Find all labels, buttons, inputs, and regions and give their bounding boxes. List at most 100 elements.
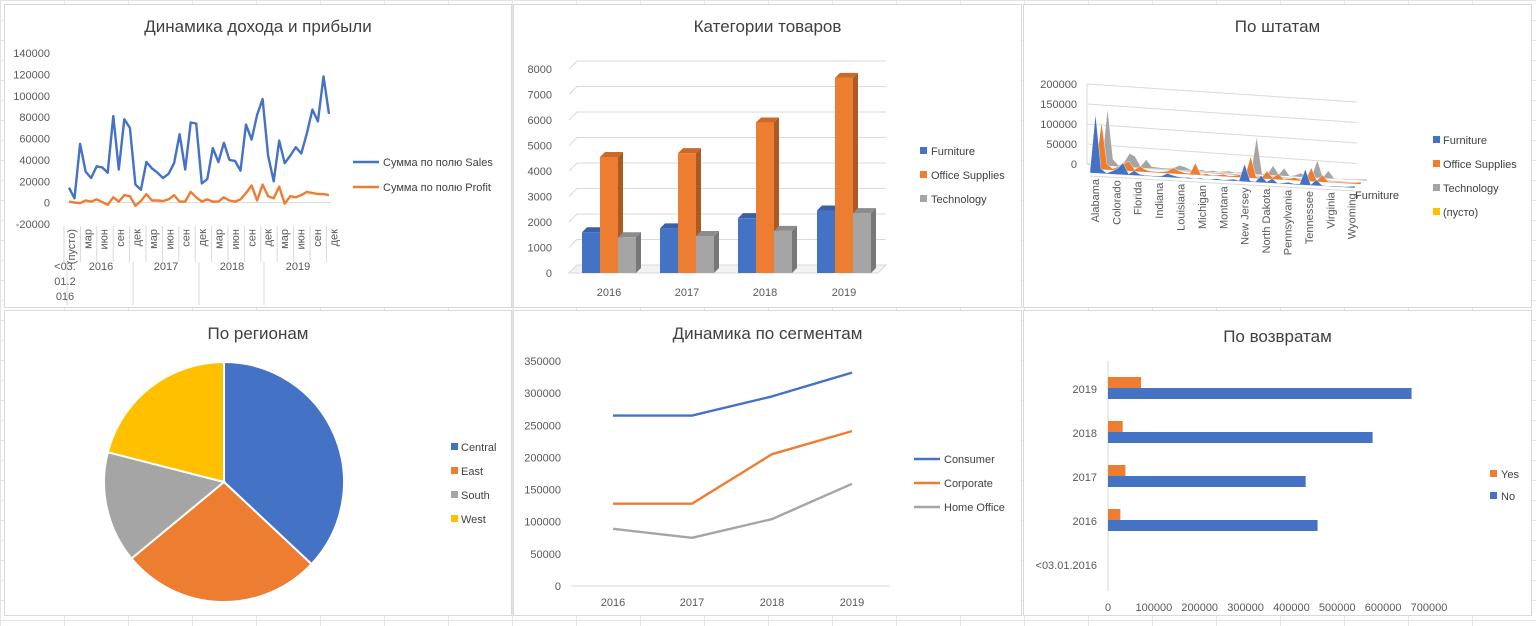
bar [1108, 432, 1373, 443]
gridline [1086, 103, 1358, 123]
y-tick-label: 200000 [524, 452, 561, 464]
y-tick-label: 6000 [528, 115, 552, 127]
bar-top [817, 205, 840, 211]
x-month-label: дек [263, 229, 275, 247]
legend-swatch [1490, 470, 1497, 477]
returns-chart[interactable]: По возвратам 0 100000 200000 300000 400000 50… [1023, 310, 1532, 616]
x-tick-label: Montana [1218, 185, 1230, 229]
legend-label: Home Office [944, 502, 1005, 514]
x-tick-label: 2018 [760, 597, 784, 609]
y-tick-label: 2017 [1073, 472, 1097, 484]
gridline [1086, 123, 1358, 144]
gridline [568, 213, 886, 223]
legend-swatch [920, 147, 927, 154]
legend-label: Office Supplies [1443, 159, 1517, 171]
bar-side [714, 231, 719, 273]
bar-side [792, 225, 797, 273]
y-tick-label: 40000 [19, 155, 50, 167]
x-month-label: июн [230, 229, 242, 249]
pie-slice [106, 360, 225, 484]
x-tick-label: 2019 [840, 597, 864, 609]
legend-label: No [1501, 491, 1515, 503]
x-month-label: сен [312, 229, 324, 247]
pie-slice [223, 360, 345, 566]
x-year-label: <03. 01.2 016 [54, 261, 76, 303]
y-tick-label: 20000 [19, 176, 50, 188]
x-tick-label: Indiana [1154, 182, 1166, 219]
chart-title: По регионам [207, 324, 309, 343]
x-month-label: мар [82, 229, 94, 249]
x-month-label: сен [181, 229, 193, 247]
y-tick-label: 200000 [1040, 79, 1077, 91]
bar [600, 156, 618, 273]
legend-label: Сумма по полю Profit [383, 182, 491, 194]
x-tick-label: 200000 [1181, 602, 1218, 614]
legend-swatch [451, 491, 458, 498]
chart-title: Категории товаров [693, 17, 842, 36]
bar [738, 218, 756, 273]
legend-label: Сумма по полю Sales [383, 157, 493, 169]
x-tick-label: 2019 [832, 287, 856, 299]
bar [1108, 421, 1123, 432]
legend-label: East [461, 466, 483, 478]
bar [817, 210, 835, 273]
series-line [67, 75, 331, 200]
x-tick-label: 0 [1105, 602, 1111, 614]
x-year-label: 2018 [220, 261, 244, 273]
area-series [1089, 113, 1356, 189]
x-month-label: дек [328, 229, 340, 247]
legend-label: Central [461, 442, 496, 454]
product-categories-plot: 8000 7000 6000 5000 4000 3000 2000 1000 0 2016 201… [528, 60, 1005, 299]
series-line [68, 183, 330, 208]
x-tick-label: 300000 [1227, 602, 1264, 614]
legend-swatch [451, 467, 458, 474]
bar-top [756, 117, 779, 123]
x-tick-label: North Dakota [1261, 188, 1273, 254]
x-tick-label: 2017 [675, 287, 699, 299]
bar [582, 232, 600, 273]
gridline [568, 188, 886, 197]
y-tick-label: 50000 [1046, 139, 1077, 151]
regions-plot: Central East South West [103, 360, 496, 604]
bar-top [660, 223, 683, 229]
bar-top [618, 232, 641, 238]
bar-top [835, 72, 858, 78]
y-tick-label: 300000 [524, 388, 561, 400]
regions-chart[interactable]: По регионам Central East South West [4, 310, 512, 616]
sales-profit-chart[interactable]: Динамика дохода и прибыли 140000 120000 10… [4, 4, 512, 308]
x-tick-label: Virginia [1325, 191, 1337, 228]
x-year-label: 2017 [154, 261, 178, 273]
sales-profit-plot: 140000 120000 100000 80000 60000 40000 20000 0 -… [13, 48, 493, 305]
bar [1108, 520, 1318, 531]
segments-chart[interactable]: Динамика по сегментам 350000 300000 250000… [513, 310, 1022, 616]
y-tick-label: 0 [555, 581, 561, 593]
legend-label: South [461, 490, 490, 502]
bar [1108, 476, 1306, 487]
x-tick-label: 600000 [1365, 602, 1402, 614]
x-year-label: 2016 [89, 261, 113, 273]
y-tick-label: 60000 [19, 134, 50, 146]
chart-title: Динамика по сегментам [672, 324, 863, 343]
legend-swatch [920, 195, 927, 202]
bar [774, 230, 792, 273]
legend-swatch [1433, 208, 1440, 215]
x-tick-label: Tennessee [1304, 191, 1316, 244]
y-tick-label: -20000 [16, 219, 50, 231]
states-chart[interactable]: По штатам 200000 150000 100000 50000 0 Furnit… [1023, 4, 1532, 308]
legend-label: Technology [1443, 183, 1499, 195]
bar [1108, 377, 1142, 388]
x-month-label: июн [296, 229, 308, 249]
legend-label: (пусто) [1443, 207, 1478, 219]
gridline [568, 60, 886, 70]
legend-label: Technology [931, 194, 987, 206]
series-line [612, 482, 853, 540]
gridline [568, 162, 886, 172]
y-tick-label: 2016 [1073, 516, 1097, 528]
bar [618, 237, 636, 273]
product-categories-chart[interactable]: Категории товаров 8000 7000 6000 5000 4000 30… [513, 4, 1022, 308]
y-tick-label: 1000 [528, 243, 552, 255]
y-tick-label: 150000 [1040, 99, 1077, 111]
y-tick-label: 140000 [13, 48, 50, 60]
x-tick-label: 2018 [753, 287, 777, 299]
x-month-label: мар [279, 229, 291, 249]
